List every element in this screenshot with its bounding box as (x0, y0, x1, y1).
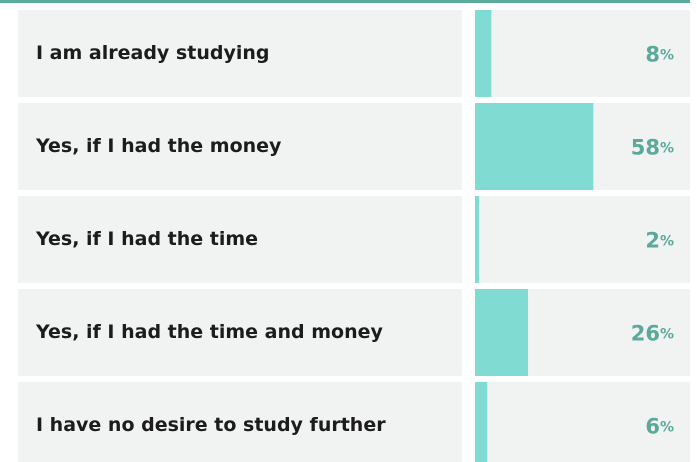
category-label: Yes, if I had the time (35, 228, 258, 250)
value-label: 2% (645, 229, 674, 253)
label-cell (18, 196, 462, 283)
category-label: I am already studying (36, 42, 269, 64)
value-label: 6% (645, 415, 674, 439)
category-label: Yes, if I had the time and money (35, 321, 384, 343)
label-cell (18, 10, 462, 97)
bar (475, 289, 529, 376)
value-cell (475, 382, 690, 462)
label-cell (18, 289, 462, 376)
top-rule (0, 0, 690, 3)
bar (475, 103, 594, 190)
value-cell (475, 196, 690, 283)
value-label: 58% (631, 136, 674, 160)
value-cell (475, 10, 690, 97)
category-label: I have no desire to study further (36, 414, 386, 436)
bar (475, 382, 488, 462)
label-cell (18, 103, 462, 190)
value-label: 26% (631, 322, 674, 346)
value-label: 8% (645, 43, 674, 67)
bar (475, 196, 480, 283)
bar (475, 10, 492, 97)
label-cell (18, 382, 462, 462)
category-label: Yes, if I had the money (35, 135, 282, 157)
